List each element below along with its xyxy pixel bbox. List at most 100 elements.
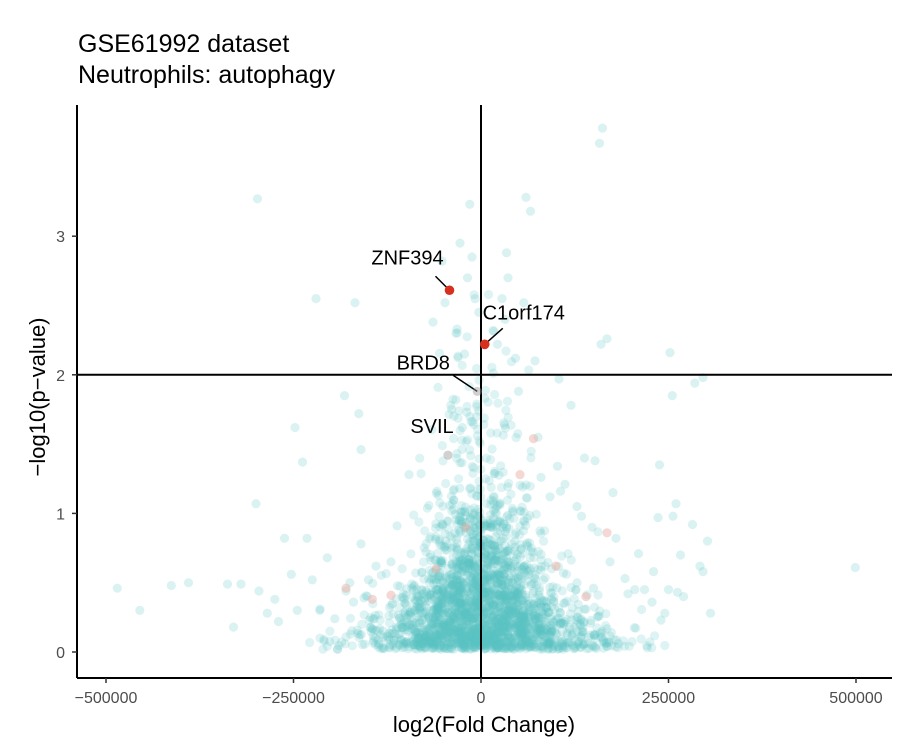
data-point	[579, 618, 589, 628]
data-point	[517, 589, 528, 599]
data-point	[496, 588, 506, 598]
data-point	[499, 602, 509, 613]
data-point	[333, 644, 343, 654]
data-point	[526, 543, 537, 553]
data-point	[522, 625, 532, 635]
data-point	[435, 568, 445, 578]
data-point	[499, 418, 509, 428]
data-point	[470, 633, 480, 643]
data-point	[377, 642, 387, 652]
data-point	[456, 611, 466, 621]
data-point	[671, 499, 681, 509]
data-point	[483, 538, 493, 548]
data-point	[471, 634, 481, 645]
data-point	[397, 643, 407, 653]
data-point	[458, 643, 468, 654]
x-tick-label: 250000	[642, 690, 695, 707]
data-point	[454, 580, 464, 590]
data-point	[483, 397, 493, 407]
data-point	[401, 622, 412, 632]
data-point	[446, 570, 456, 580]
data-point	[451, 603, 461, 613]
data-point	[506, 641, 516, 651]
data-point	[439, 622, 449, 632]
data-point	[523, 609, 533, 620]
data-point	[442, 621, 452, 631]
data-point	[454, 602, 464, 613]
data-point	[546, 636, 557, 646]
data-point	[527, 579, 537, 589]
data-point	[541, 610, 551, 620]
data-point	[398, 589, 408, 599]
data-point	[506, 357, 517, 367]
data-point	[542, 603, 552, 613]
data-point	[456, 623, 466, 633]
data-point	[488, 520, 498, 530]
data-point	[464, 624, 474, 634]
data-point	[453, 575, 463, 585]
data-point	[471, 575, 481, 585]
data-point	[454, 582, 464, 592]
data-point	[485, 588, 495, 598]
data-point	[482, 577, 492, 587]
data-point	[486, 521, 497, 531]
data-point	[491, 588, 501, 598]
data-point	[417, 585, 427, 595]
data-point	[430, 584, 440, 594]
data-point	[470, 508, 480, 518]
data-point	[495, 633, 505, 643]
data-point	[510, 608, 520, 618]
data-point	[417, 644, 427, 654]
data-point	[424, 638, 434, 649]
data-point	[515, 521, 525, 531]
data-point	[491, 629, 501, 639]
data-point	[471, 576, 481, 587]
data-point	[430, 623, 440, 633]
data-point	[469, 610, 479, 620]
data-point	[471, 520, 481, 530]
data-point	[557, 626, 568, 636]
data-point	[487, 612, 497, 622]
data-point	[557, 639, 567, 649]
data-point	[557, 551, 567, 561]
data-point	[518, 633, 528, 643]
data-point	[488, 583, 498, 593]
data-point	[528, 599, 539, 609]
data-point	[417, 585, 427, 595]
data-point	[495, 643, 505, 653]
data-point	[542, 602, 552, 612]
data-point	[557, 637, 567, 647]
data-point	[487, 550, 497, 560]
data-point	[458, 608, 468, 619]
data-point	[504, 558, 514, 568]
data-point	[461, 637, 471, 647]
data-point	[529, 553, 539, 563]
data-point	[415, 602, 425, 612]
data-point	[593, 590, 603, 600]
data-point	[433, 640, 443, 650]
data-point	[438, 642, 448, 653]
data-point	[512, 621, 522, 631]
data-point	[486, 563, 496, 573]
data-point	[510, 633, 521, 643]
data-point	[508, 591, 518, 601]
data-point	[491, 617, 501, 627]
data-point	[507, 591, 517, 601]
data-point	[517, 596, 527, 606]
data-point	[515, 582, 525, 593]
data-point	[501, 621, 511, 631]
data-point	[446, 491, 456, 501]
data-point	[448, 611, 458, 621]
data-point	[484, 641, 494, 651]
data-point	[418, 638, 429, 648]
data-point	[438, 584, 448, 594]
data-point	[442, 540, 452, 550]
data-point	[465, 607, 475, 617]
data-point	[446, 581, 456, 591]
data-point	[385, 629, 395, 639]
data-point	[528, 609, 539, 619]
data-point	[481, 603, 491, 613]
data-point	[455, 238, 465, 248]
data-point	[528, 547, 538, 557]
data-point	[494, 609, 504, 620]
